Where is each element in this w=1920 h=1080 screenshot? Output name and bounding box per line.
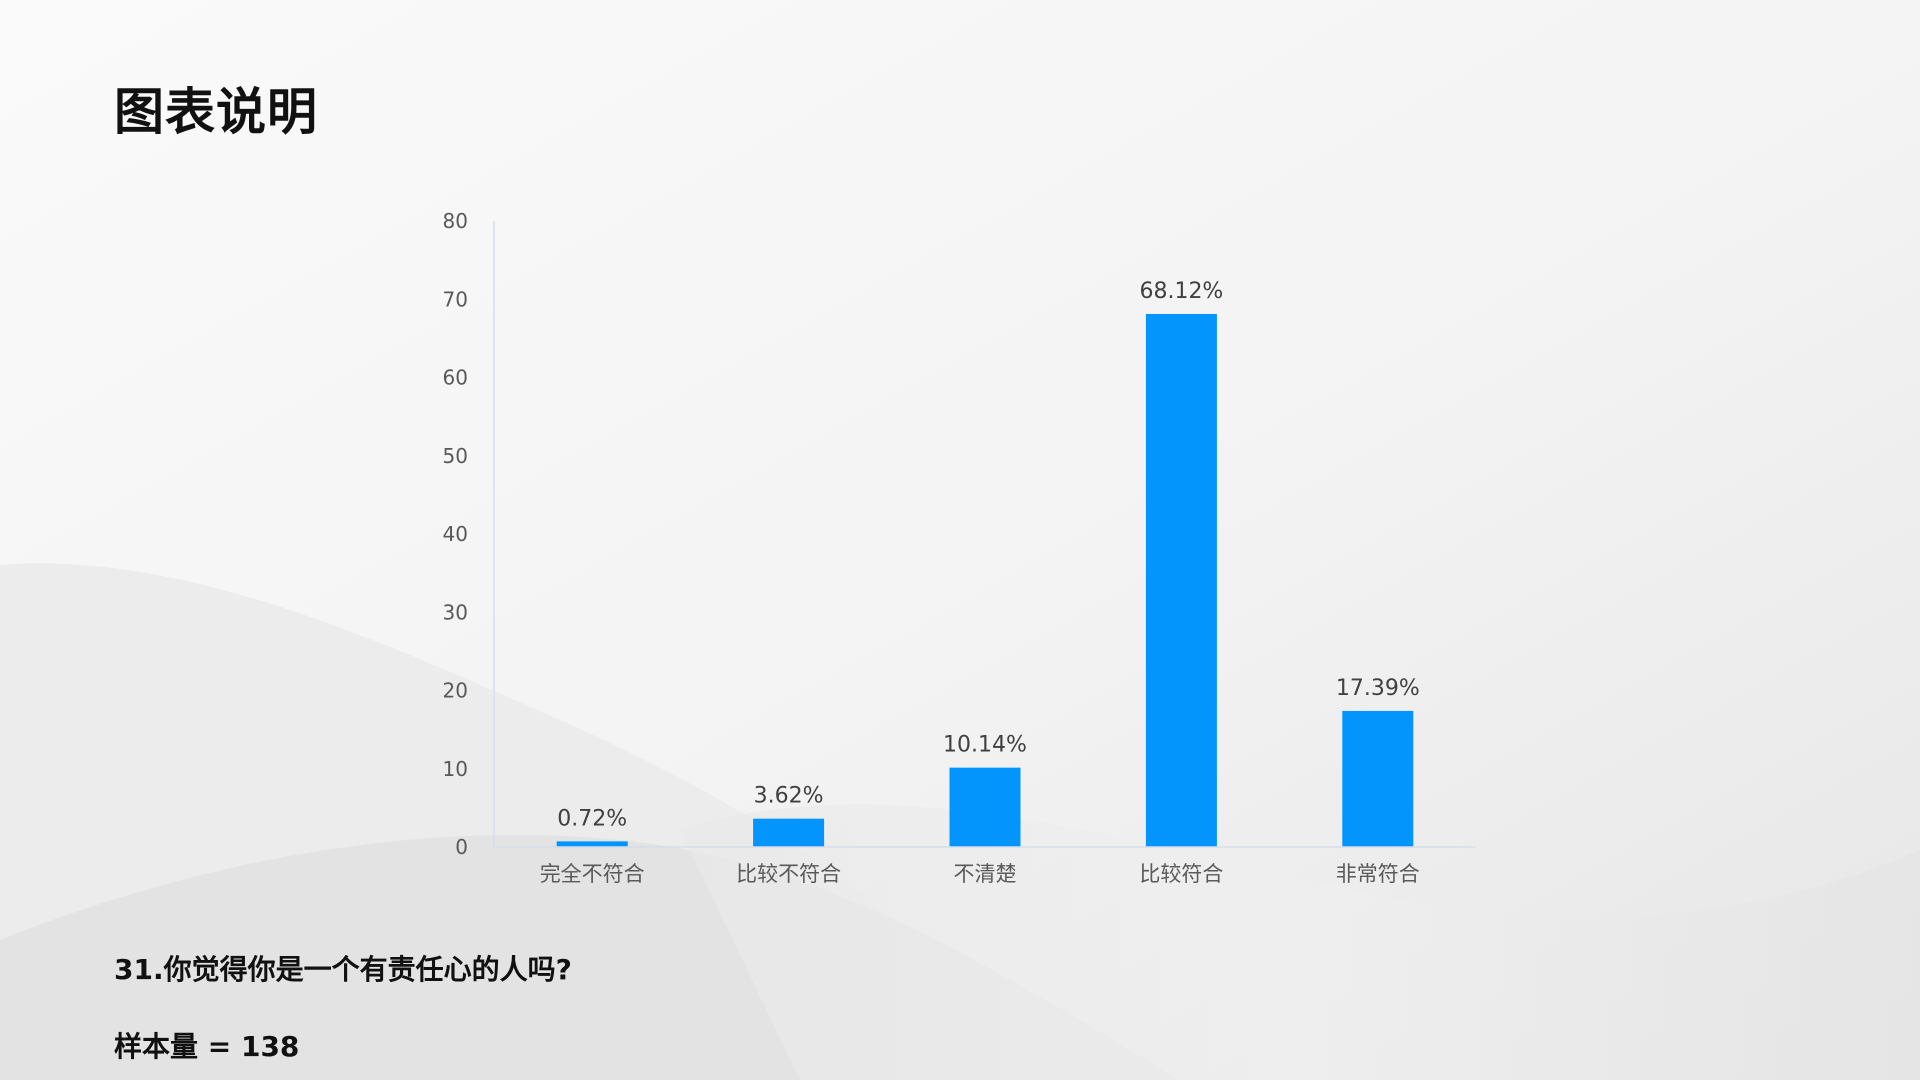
x-category-label: 比较不符合 (736, 862, 841, 886)
y-tick-label: 60 (443, 366, 468, 390)
bar-data-label: 68.12% (1139, 279, 1223, 304)
y-tick-label: 50 (443, 444, 468, 468)
data-labels: 0.72% 3.62% 10.14% 68.12% 17.39% (557, 279, 1419, 831)
bar-data-label: 17.39% (1336, 676, 1420, 701)
y-axis-ticks: 0 10 20 30 40 50 60 70 80 (443, 209, 468, 859)
sample-size: 样本量 = 138 (114, 1025, 299, 1065)
bar-data-label: 3.62% (754, 784, 824, 809)
bar-data-label: 0.72% (557, 806, 627, 831)
y-tick-label: 30 (443, 600, 468, 624)
x-category-label: 不清楚 (954, 862, 1017, 886)
y-tick-label: 40 (443, 522, 468, 546)
bar (1145, 313, 1217, 847)
y-tick-label: 20 (443, 679, 468, 703)
bar (1342, 710, 1414, 847)
y-tick-label: 0 (455, 835, 468, 859)
bars (556, 313, 1414, 847)
x-category-label: 非常符合 (1336, 862, 1420, 886)
y-tick-label: 80 (443, 209, 468, 233)
bar (753, 818, 825, 847)
x-category-label: 比较符合 (1139, 862, 1223, 886)
bar-data-label: 10.14% (943, 733, 1027, 758)
bar (949, 767, 1021, 847)
page-title: 图表说明 (114, 83, 318, 141)
bar (556, 841, 628, 847)
y-tick-label: 70 (443, 287, 468, 311)
x-axis-labels: 完全不符合 比较不符合 不清楚 比较符合 非常符合 (540, 862, 1420, 886)
y-tick-label: 10 (443, 757, 468, 781)
question-text: 31.你觉得你是一个有责任心的人吗? (114, 953, 572, 986)
sample-size-value: 138 (240, 1030, 300, 1063)
x-category-label: 完全不符合 (540, 862, 645, 886)
sample-size-label: 样本量 = (114, 1030, 241, 1063)
